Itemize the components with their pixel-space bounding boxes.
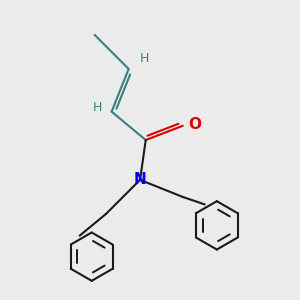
Text: H: H	[93, 101, 102, 114]
Text: O: O	[188, 117, 201, 132]
Text: H: H	[140, 52, 149, 65]
Text: N: N	[134, 172, 146, 188]
